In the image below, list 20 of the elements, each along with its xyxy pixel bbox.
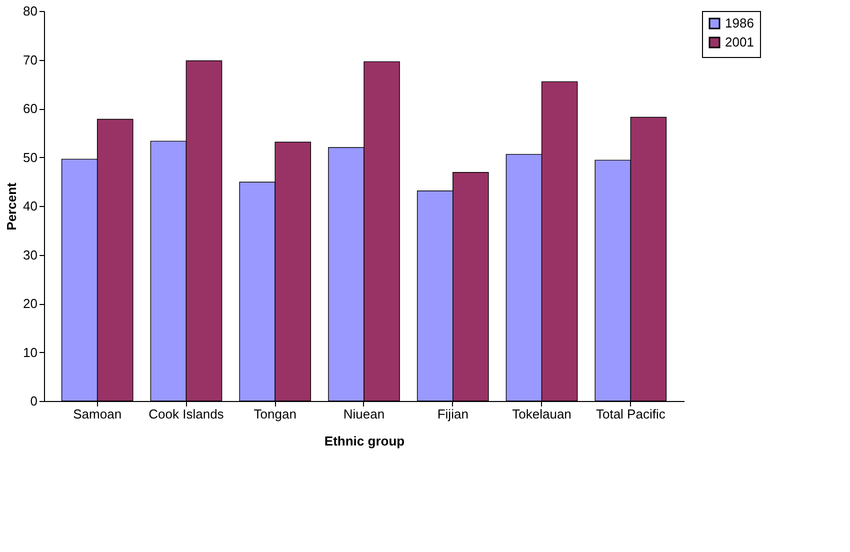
x-tick-label: Total Pacific bbox=[596, 406, 666, 422]
x-tick-label: Fijian bbox=[437, 406, 468, 422]
y-tick-label: 0 bbox=[30, 394, 38, 408]
x-axis-title: Ethnic group bbox=[324, 434, 405, 448]
y-tick-label: 80 bbox=[23, 4, 38, 18]
x-tick-label: Cook Islands bbox=[148, 406, 224, 422]
y-tick-label: 10 bbox=[23, 344, 38, 360]
legend-label: 1986 bbox=[725, 16, 754, 30]
x-tick-label: Samoan bbox=[73, 406, 122, 422]
y-tick-label: 50 bbox=[23, 150, 38, 165]
legend-label: 2001 bbox=[725, 34, 754, 50]
x-tick-label: Tongan bbox=[254, 406, 296, 422]
x-tick-label: Tokelauan bbox=[512, 406, 572, 422]
y-tick-label: 20 bbox=[23, 296, 38, 311]
x-tick-label: Niuean bbox=[343, 406, 385, 422]
y-tick-label: 60 bbox=[23, 101, 38, 116]
y-tick-label: 70 bbox=[23, 52, 38, 68]
y-axis-title: Percent bbox=[4, 182, 20, 230]
y-tick-label: 40 bbox=[23, 198, 38, 214]
y-tick-label: 30 bbox=[23, 247, 38, 262]
